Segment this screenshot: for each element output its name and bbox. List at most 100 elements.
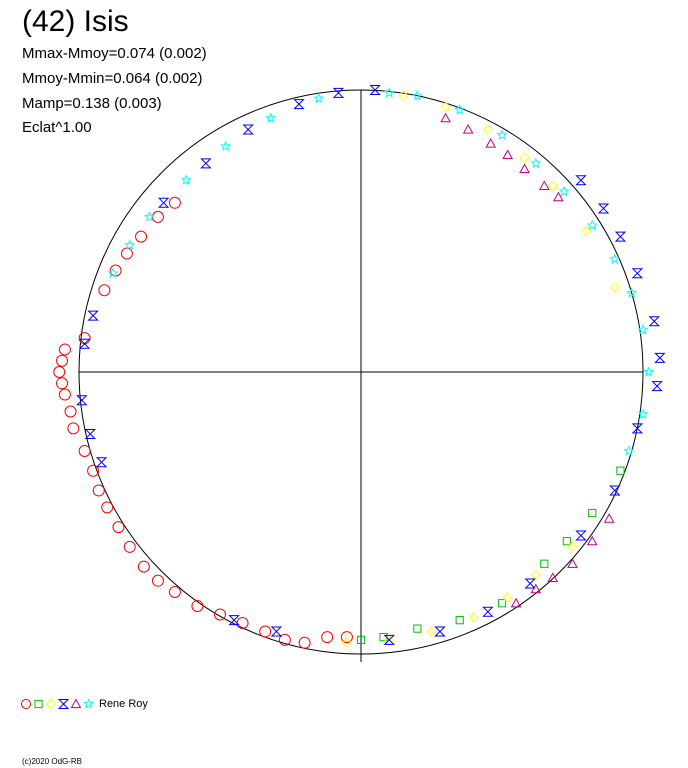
data-point-star [383,86,395,98]
data-point-star [411,89,423,101]
data-point-hourglass [87,310,99,321]
data-point-circle [120,247,133,260]
chart-title: (42) Isis [22,5,129,38]
data-point-circle [321,631,334,644]
data-point-diamond [426,626,437,637]
data-point-hourglass [631,423,644,434]
data-point-square [497,599,507,608]
data-point-circle [112,521,125,534]
reference-circle [78,89,644,655]
data-point-circle [92,484,105,497]
data-point-square [413,624,422,633]
data-point-circle [340,631,353,644]
data-point-hourglass [200,158,212,169]
data-point-triangle [567,558,578,568]
data-point-hourglass [293,99,305,110]
legend-marker-hourglass [57,699,70,709]
data-point-square [588,508,597,518]
data-point-circle [137,560,150,573]
data-point-hourglass [242,124,254,135]
data-point-diamond [567,541,578,553]
data-point-star [609,253,621,264]
data-point-circle [64,405,77,418]
copyright-text: (c)2020 OdG-RB [22,757,83,766]
data-point-star [558,185,570,197]
data-point-star [586,219,598,231]
data-point-hourglass [270,626,283,637]
data-point-circle [135,230,148,243]
data-point-square [455,616,464,625]
legend-marker-diamond [45,698,57,710]
data-point-circle [236,616,249,629]
data-point-star [107,267,119,278]
data-point-hourglass [383,634,395,645]
data-point-square [562,537,571,546]
data-point-hourglass [369,85,381,95]
data-point-triangle [547,572,559,582]
data-point-diamond [482,124,494,135]
data-point-hourglass [482,606,494,617]
data-point-hourglass [84,429,96,440]
legend-marker-triangle [70,698,82,709]
data-point-hourglass [434,626,446,637]
data-point-circle [78,444,91,457]
data-point-star [623,445,635,456]
data-point-circle [67,422,80,435]
data-point-triangle [485,138,497,148]
data-point-square [356,635,366,644]
data-point-diamond [547,180,558,192]
data-point-star [313,92,325,104]
data-point-circle [98,284,111,297]
data-point-star [265,112,277,123]
data-point-hourglass [524,578,536,589]
legend-label: Rene Roy [99,698,148,710]
data-point-circle [151,574,164,587]
data-point-diamond [519,152,530,163]
data-point-star [454,103,466,115]
data-point-diamond [468,612,480,623]
data-point-circle [53,366,66,378]
data-point-star [637,323,649,335]
data-point-square [616,466,625,475]
data-point-triangle [538,180,550,190]
data-point-circle [168,196,181,209]
data-point-star [124,239,136,250]
data-point-circle [278,633,291,646]
data-point-hourglass [575,175,587,186]
data-point-triangle [462,123,474,134]
data-point-star [496,129,508,140]
data-point-hourglass [78,338,91,349]
data-point-circle [56,354,69,367]
data-point-hourglass [95,457,108,468]
data-point-circle [214,608,226,621]
data-points [53,85,666,649]
data-point-triangle [440,112,451,123]
data-point-triangle [519,163,530,174]
data-point-hourglass [597,203,610,214]
data-point-hourglass [614,231,627,242]
stat-eclat: Eclat^1.00 [22,119,92,136]
data-point-triangle [510,597,522,608]
data-point-star [220,140,232,152]
data-point-circle [87,464,100,477]
data-point-hourglass [575,530,587,541]
data-point-circle [259,625,272,638]
data-point-diamond [398,90,409,101]
legend-marker-star [82,698,95,709]
data-point-circle [58,388,71,401]
legend-marker-circle [21,699,31,709]
data-point-triangle [553,191,564,202]
data-point-triangle [603,513,615,523]
data-point-diamond [530,569,542,581]
data-point-star [637,408,649,419]
data-point-circle [191,600,204,613]
data-point-circle [151,210,164,223]
data-point-diamond [341,637,353,648]
data-point-diamond [609,282,621,293]
data-point-hourglass [651,381,663,392]
legend-markers [21,698,95,710]
data-point-star [143,211,156,222]
data-point-square [540,559,549,568]
data-point-hourglass [228,615,240,626]
